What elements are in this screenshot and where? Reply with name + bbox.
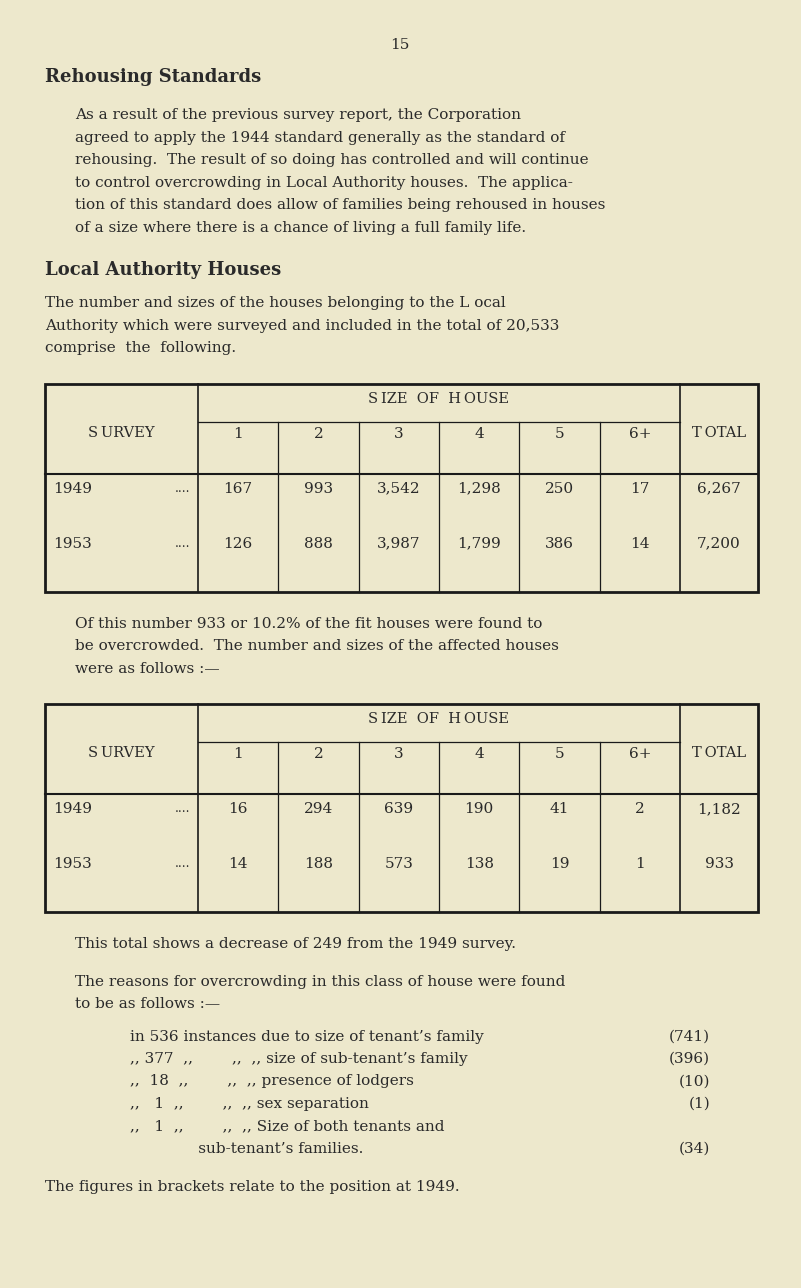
Text: 188: 188 xyxy=(304,857,333,871)
Text: (396): (396) xyxy=(669,1052,710,1066)
Text: 1: 1 xyxy=(233,747,243,761)
Text: 5: 5 xyxy=(554,747,565,761)
Text: ....: .... xyxy=(175,482,190,495)
Text: 6,267: 6,267 xyxy=(697,482,741,496)
Text: ....: .... xyxy=(175,537,190,550)
Text: 14: 14 xyxy=(228,857,248,871)
Text: ,, 377  ,,        ,,  ,, size of sub-tenant’s family: ,, 377 ,, ,, ,, size of sub-tenant’s fam… xyxy=(130,1052,468,1066)
Text: S URVEY: S URVEY xyxy=(88,425,155,439)
Text: 4: 4 xyxy=(474,426,484,440)
Text: ....: .... xyxy=(175,857,190,869)
Text: T OTAL: T OTAL xyxy=(692,425,746,439)
Text: T OTAL: T OTAL xyxy=(692,746,746,760)
Text: 3: 3 xyxy=(394,747,404,761)
Text: The number and sizes of the houses belonging to the L ocal: The number and sizes of the houses belon… xyxy=(45,296,505,310)
Text: 1949: 1949 xyxy=(53,482,92,496)
Text: Local Authority Houses: Local Authority Houses xyxy=(45,261,281,279)
Text: 1953: 1953 xyxy=(53,857,92,871)
Text: agreed to apply the 1944 standard generally as the standard of: agreed to apply the 1944 standard genera… xyxy=(75,130,565,144)
Text: 138: 138 xyxy=(465,857,493,871)
Text: 6+: 6+ xyxy=(629,426,651,440)
Text: 888: 888 xyxy=(304,537,333,550)
Text: 250: 250 xyxy=(545,482,574,496)
Text: The figures in brackets relate to the position at 1949.: The figures in brackets relate to the po… xyxy=(45,1180,460,1194)
Text: 933: 933 xyxy=(705,857,734,871)
Text: comprise  the  following.: comprise the following. xyxy=(45,341,236,355)
Text: 1: 1 xyxy=(635,857,645,871)
Text: 3: 3 xyxy=(394,426,404,440)
Text: (10): (10) xyxy=(678,1074,710,1088)
Text: 7,200: 7,200 xyxy=(697,537,741,550)
Text: 1953: 1953 xyxy=(53,537,92,550)
Text: 2: 2 xyxy=(314,426,324,440)
Bar xyxy=(45,705,758,912)
Text: sub-tenant’s families.: sub-tenant’s families. xyxy=(130,1142,364,1157)
Text: 4: 4 xyxy=(474,747,484,761)
Text: 1,799: 1,799 xyxy=(457,537,501,550)
Text: 2: 2 xyxy=(635,802,645,817)
Text: ,,   1  ,,        ,,  ,, sex separation: ,, 1 ,, ,, ,, sex separation xyxy=(130,1097,369,1112)
Text: of a size where there is a chance of living a full family life.: of a size where there is a chance of liv… xyxy=(75,220,526,234)
Text: (34): (34) xyxy=(678,1142,710,1157)
Text: 573: 573 xyxy=(384,857,413,871)
Text: 1,298: 1,298 xyxy=(457,482,501,496)
Text: tion of this standard does allow of families being rehoused in houses: tion of this standard does allow of fami… xyxy=(75,198,606,213)
Text: 15: 15 xyxy=(390,39,409,52)
Text: 294: 294 xyxy=(304,802,333,817)
Text: Of this number 933 or 10.2% of the fit houses were found to: Of this number 933 or 10.2% of the fit h… xyxy=(75,617,542,631)
Text: S IZE  OF  H OUSE: S IZE OF H OUSE xyxy=(368,392,509,406)
Text: 126: 126 xyxy=(223,537,253,550)
Text: 6+: 6+ xyxy=(629,747,651,761)
Text: Authority which were surveyed and included in the total of 20,533: Authority which were surveyed and includ… xyxy=(45,318,559,332)
Text: 16: 16 xyxy=(228,802,248,817)
Text: 14: 14 xyxy=(630,537,650,550)
Text: 3,542: 3,542 xyxy=(377,482,421,496)
Bar xyxy=(45,384,758,591)
Text: Rehousing Standards: Rehousing Standards xyxy=(45,68,261,86)
Text: 1949: 1949 xyxy=(53,802,92,817)
Text: 167: 167 xyxy=(223,482,253,496)
Text: 190: 190 xyxy=(465,802,493,817)
Text: to be as follows :—: to be as follows :— xyxy=(75,997,220,1011)
Text: 41: 41 xyxy=(549,802,570,817)
Text: S URVEY: S URVEY xyxy=(88,746,155,760)
Text: in 536 instances due to size of tenant’s family: in 536 instances due to size of tenant’s… xyxy=(130,1029,484,1043)
Text: (1): (1) xyxy=(688,1097,710,1112)
Text: ....: .... xyxy=(175,802,190,815)
Text: 386: 386 xyxy=(545,537,574,550)
Text: 3,987: 3,987 xyxy=(377,537,421,550)
Text: to control overcrowding in Local Authority houses.  The applica-: to control overcrowding in Local Authori… xyxy=(75,175,573,189)
Text: The reasons for overcrowding in this class of house were found: The reasons for overcrowding in this cla… xyxy=(75,975,566,988)
Text: 993: 993 xyxy=(304,482,333,496)
Text: be overcrowded.  The number and sizes of the affected houses: be overcrowded. The number and sizes of … xyxy=(75,639,559,653)
Text: 5: 5 xyxy=(554,426,565,440)
Text: S IZE  OF  H OUSE: S IZE OF H OUSE xyxy=(368,712,509,726)
Text: 19: 19 xyxy=(549,857,570,871)
Text: were as follows :—: were as follows :— xyxy=(75,662,219,675)
Text: ,,   1  ,,        ,,  ,, Size of both tenants and: ,, 1 ,, ,, ,, Size of both tenants and xyxy=(130,1119,445,1133)
Text: 1,182: 1,182 xyxy=(697,802,741,817)
Text: 639: 639 xyxy=(384,802,413,817)
Text: This total shows a decrease of 249 from the 1949 survey.: This total shows a decrease of 249 from … xyxy=(75,936,516,951)
Text: rehousing.  The result of so doing has controlled and will continue: rehousing. The result of so doing has co… xyxy=(75,153,589,167)
Text: 1: 1 xyxy=(233,426,243,440)
Text: 17: 17 xyxy=(630,482,650,496)
Text: 2: 2 xyxy=(314,747,324,761)
Text: (741): (741) xyxy=(669,1029,710,1043)
Text: As a result of the previous survey report, the Corporation: As a result of the previous survey repor… xyxy=(75,108,521,122)
Text: ,,  18  ,,        ,,  ,, presence of lodgers: ,, 18 ,, ,, ,, presence of lodgers xyxy=(130,1074,414,1088)
